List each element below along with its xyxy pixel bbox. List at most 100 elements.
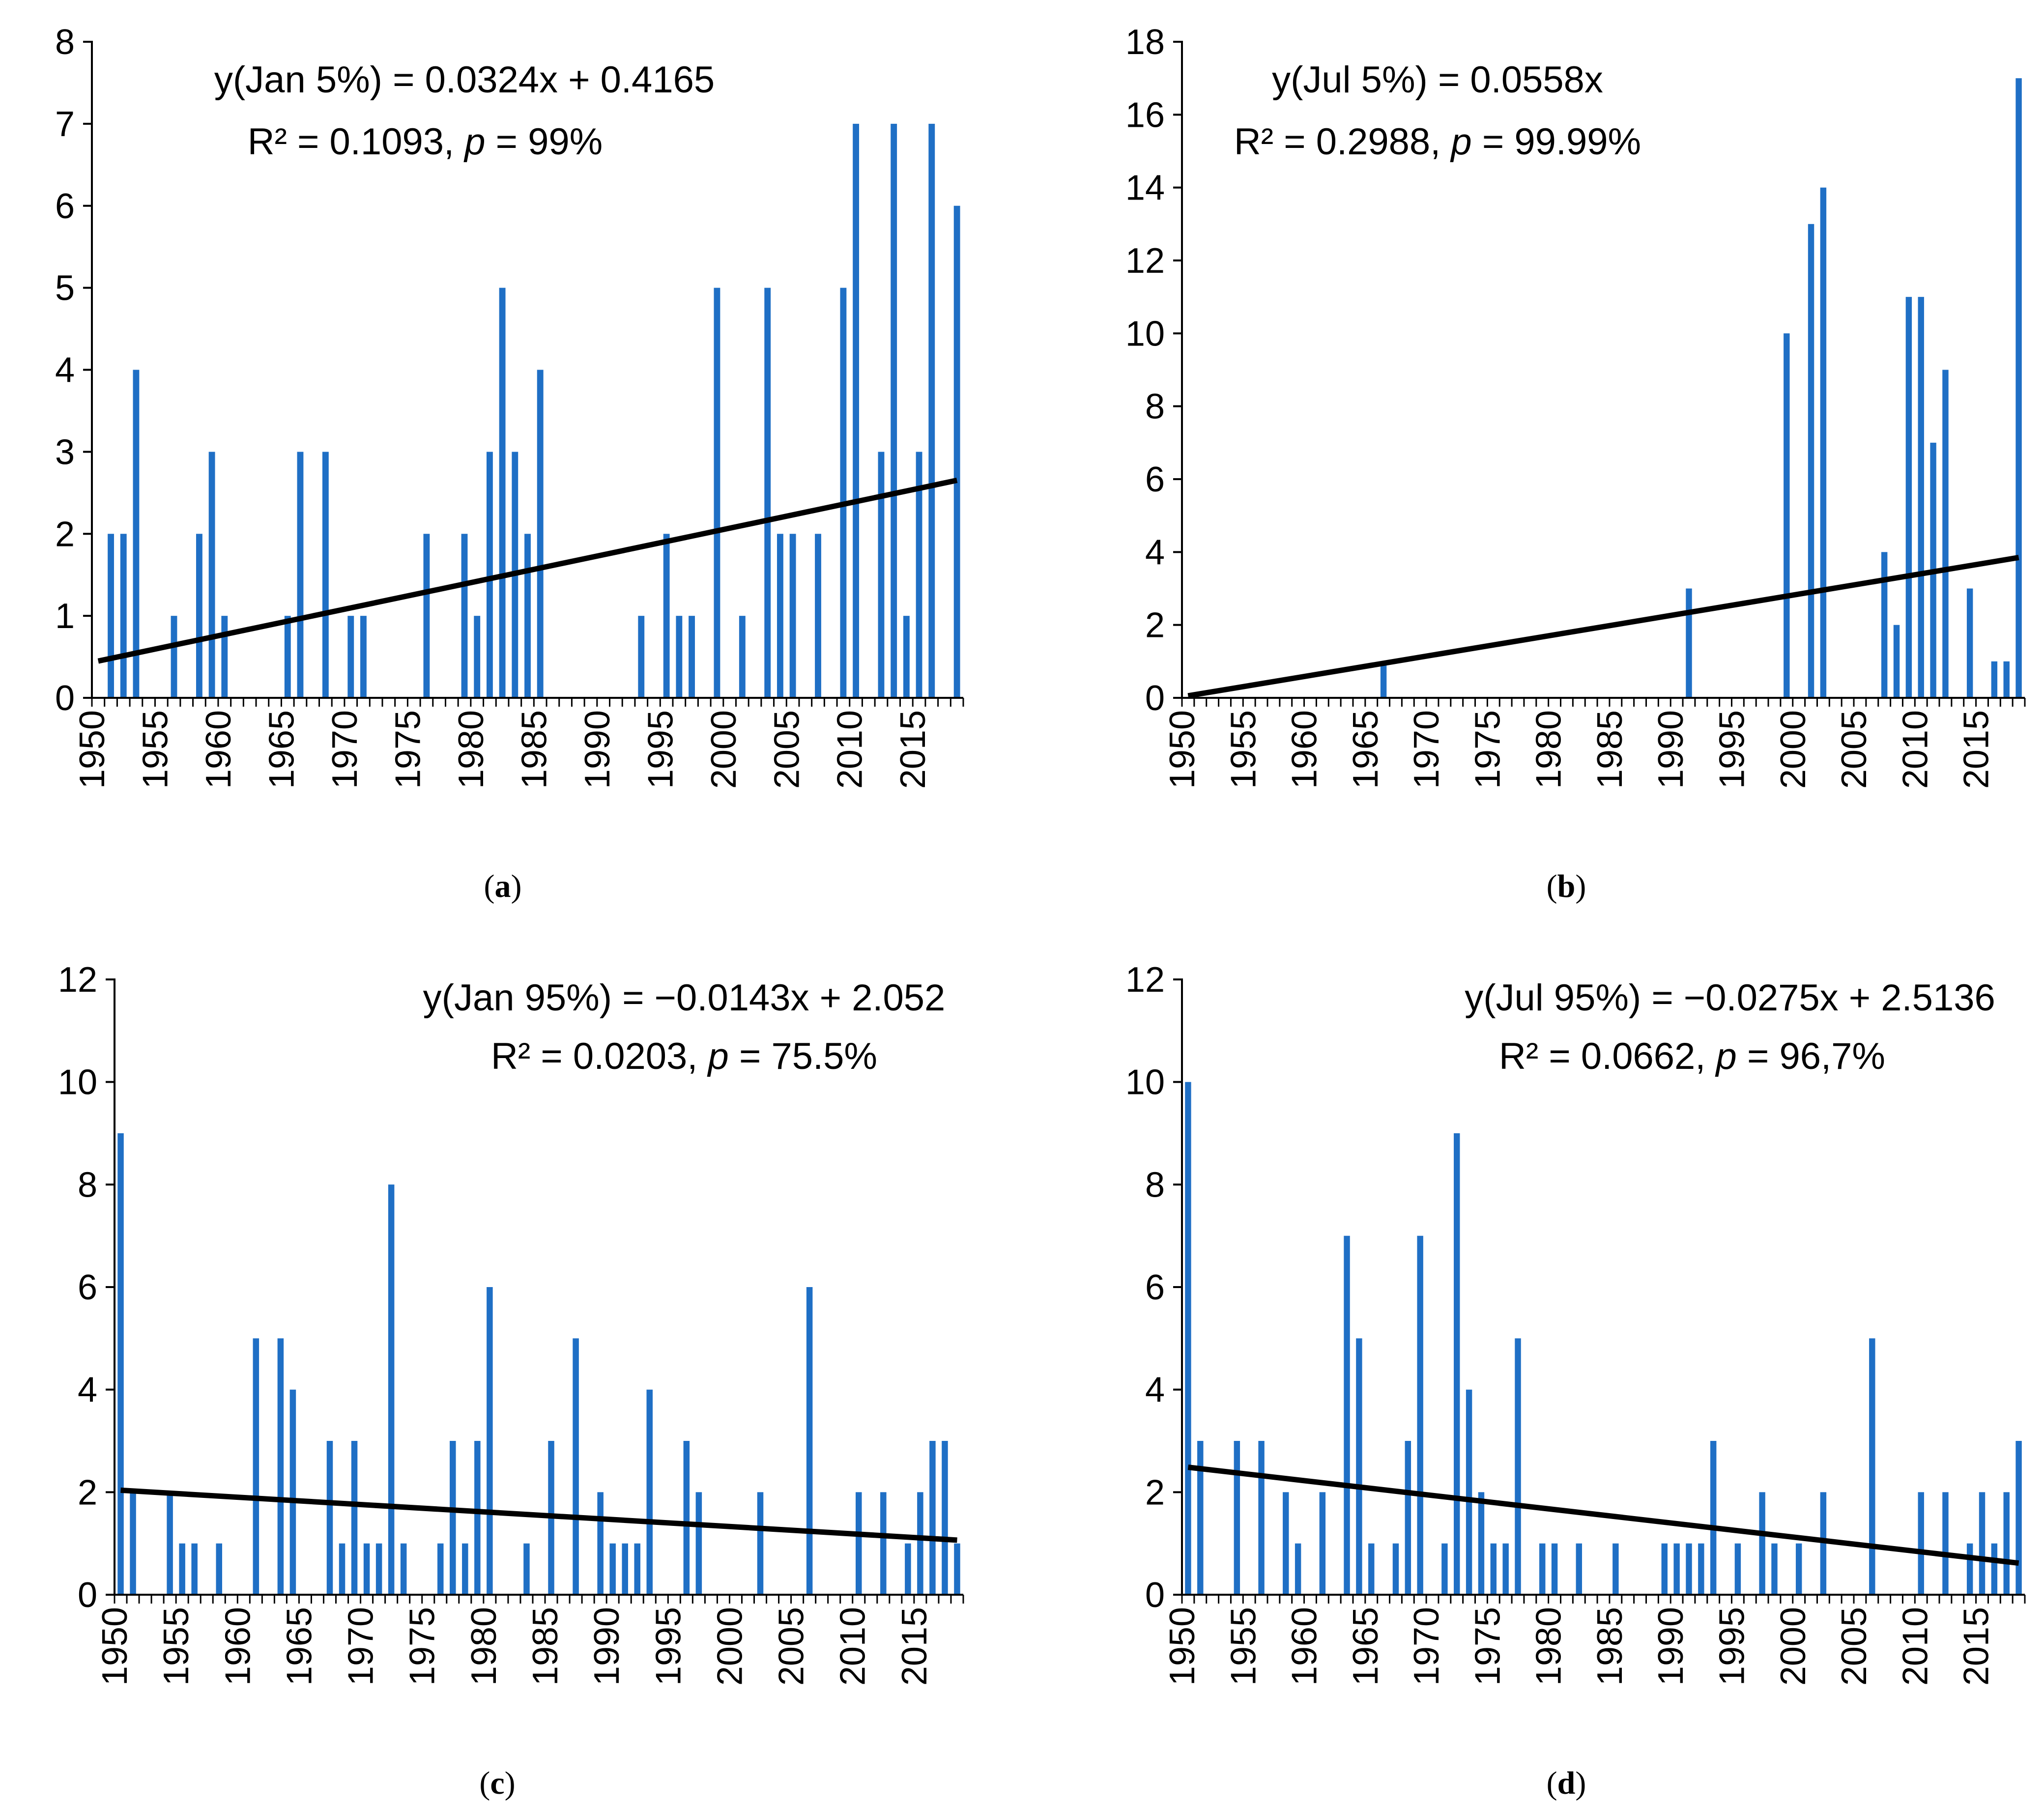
bar-b-1999	[1784, 333, 1790, 698]
r-squared-b: R² = 0.2988, p = 99.99%	[1234, 121, 1641, 163]
x-tick-label-b-2000: 2000	[1774, 710, 1813, 789]
bar-c-1990	[609, 1543, 616, 1595]
bars-b	[1380, 78, 2022, 698]
bar-d-1977	[1515, 1338, 1521, 1595]
bar-b-2014	[1966, 588, 1973, 698]
bar-b-2001	[1808, 224, 1814, 698]
bar-b-2017	[2003, 661, 2010, 698]
bar-d-1979	[1539, 1543, 1546, 1595]
bar-c-1956	[191, 1543, 198, 1595]
bar-d-1958	[1283, 1492, 1289, 1595]
y-tick-label-c-12: 12	[58, 960, 97, 1000]
bar-c-1979	[474, 1441, 481, 1595]
bar-d-1951	[1197, 1441, 1204, 1595]
chart-panel-a: 0 1 2 3 4 5 6 7 8 1950 1955 1960 1965 1970 1975 1980 198…	[55, 23, 964, 904]
x-tick-label-d-1950: 1950	[1163, 1607, 1202, 1686]
x-tick-label-c-1955: 1955	[157, 1607, 196, 1686]
x-tick-label-d-1995: 1995	[1712, 1607, 1752, 1686]
panel-label-a: (a)	[484, 868, 522, 904]
bar-d-1991	[1686, 1543, 1692, 1595]
x-tick-label-a-1950: 1950	[73, 710, 112, 789]
bar-d-2006	[1869, 1338, 1875, 1595]
bar-d-1992	[1698, 1543, 1704, 1595]
y-tick-label-a-4: 4	[55, 351, 75, 390]
bar-a-1984	[524, 534, 531, 698]
x-tick-label-c-1985: 1985	[526, 1607, 565, 1686]
y-tick-label-d-12: 12	[1125, 960, 1165, 1000]
bar-b-2010	[1918, 297, 1924, 698]
bar-b-2018	[2015, 78, 2022, 698]
bar-a-2012	[878, 452, 885, 698]
y-tick-label-b-10: 10	[1125, 314, 1165, 353]
x-tick-label-a-1965: 1965	[262, 710, 301, 789]
r-squared-c: R² = 0.0203, p = 75.5%	[491, 1035, 877, 1077]
bar-a-2004	[777, 534, 783, 698]
bar-c-1968	[339, 1543, 345, 1595]
y-tick-label-b-16: 16	[1125, 95, 1165, 135]
bar-d-1964	[1356, 1338, 1362, 1595]
equation-a: y(Jan 5%) = 0.0324x + 0.4165	[214, 59, 715, 101]
y-tick-label-a-3: 3	[55, 432, 75, 472]
x-tick-label-b-1985: 1985	[1590, 710, 1630, 789]
bar-c-1993	[646, 1389, 653, 1595]
x-tick-label-a-2015: 2015	[893, 710, 933, 789]
x-tick-label-b-1960: 1960	[1285, 710, 1324, 789]
x-tick-label-b-2015: 2015	[1957, 710, 1996, 789]
bar-d-2010	[1918, 1492, 1924, 1595]
bar-c-1954	[167, 1492, 173, 1595]
chart-panel-b: 0 2 4 6 8 10 12 14 16 18 1950 1955 1960 1965 1970 1975 1…	[1125, 23, 2026, 904]
y-tick-label-a-2: 2	[55, 515, 75, 554]
bar-b-2016	[1991, 661, 1998, 698]
bar-c-1969	[351, 1441, 358, 1595]
bar-a-2005	[789, 534, 796, 698]
bar-c-2010	[856, 1492, 862, 1595]
bar-a-2013	[891, 123, 897, 698]
bar-b-2002	[1820, 187, 1827, 698]
x-tick-label-d-2015: 2015	[1957, 1607, 1996, 1686]
bar-a-1968	[322, 452, 329, 698]
bar-d-1982	[1576, 1543, 1583, 1595]
bar-c-1973	[400, 1543, 407, 1595]
chart-panel-c: 0 2 4 6 8 10 12 1950 1955 1960 1965 1970 1975 1980 198…	[58, 960, 964, 1801]
x-tick-label-d-1975: 1975	[1468, 1607, 1507, 1686]
bar-d-1972	[1454, 1133, 1460, 1595]
bar-d-2002	[1820, 1492, 1827, 1595]
x-tick-label-b-1965: 1965	[1346, 710, 1385, 789]
bar-c-1963	[277, 1338, 284, 1595]
bar-c-1991	[622, 1543, 628, 1595]
x-tick-label-d-1990: 1990	[1651, 1607, 1691, 1686]
y-tick-label-b-12: 12	[1125, 241, 1165, 281]
bar-c-1997	[695, 1492, 702, 1595]
bar-c-2015	[917, 1492, 923, 1595]
x-tick-label-d-2005: 2005	[1835, 1607, 1874, 1686]
bar-c-1996	[683, 1441, 690, 1595]
bar-a-2015	[916, 452, 922, 698]
y-tick-label-c-4: 4	[78, 1371, 97, 1410]
bar-c-1958	[216, 1543, 222, 1595]
y-tick-label-a-5: 5	[55, 269, 75, 308]
chart-panel-d: 0 2 4 6 8 10 12 1950 1955 1960 1965 1970 1975 1980 198…	[1125, 960, 2026, 1801]
bar-a-1976	[423, 534, 430, 698]
bar-d-1959	[1295, 1543, 1301, 1595]
trend-line-a	[97, 478, 958, 664]
trendline-c	[120, 1487, 957, 1543]
bar-d-1995	[1734, 1543, 1741, 1595]
y-tick-label-a-8: 8	[55, 23, 75, 62]
bar-a-2001	[739, 616, 746, 698]
bar-a-1999	[714, 287, 720, 698]
y-tick-label-c-8: 8	[78, 1165, 97, 1205]
bar-d-1989	[1661, 1543, 1668, 1595]
bar-d-1990	[1673, 1543, 1680, 1595]
y-tick-label-c-2: 2	[78, 1473, 97, 1512]
equation-d: y(Jul 95%) = −0.0275x + 2.5136	[1465, 977, 1995, 1019]
y-tick-label-a-6: 6	[55, 187, 75, 226]
x-tick-label-d-2000: 2000	[1774, 1607, 1813, 1686]
bar-c-1992	[634, 1543, 640, 1595]
x-tick-label-c-1950: 1950	[95, 1607, 135, 1686]
bar-b-2007	[1881, 552, 1888, 698]
x-tick-label-c-1995: 1995	[649, 1607, 688, 1686]
bar-a-1979	[461, 534, 468, 698]
y-tick-label-b-14: 14	[1125, 169, 1165, 208]
x-tick-label-b-1980: 1980	[1529, 710, 1569, 789]
bar-d-1956	[1258, 1441, 1265, 1595]
